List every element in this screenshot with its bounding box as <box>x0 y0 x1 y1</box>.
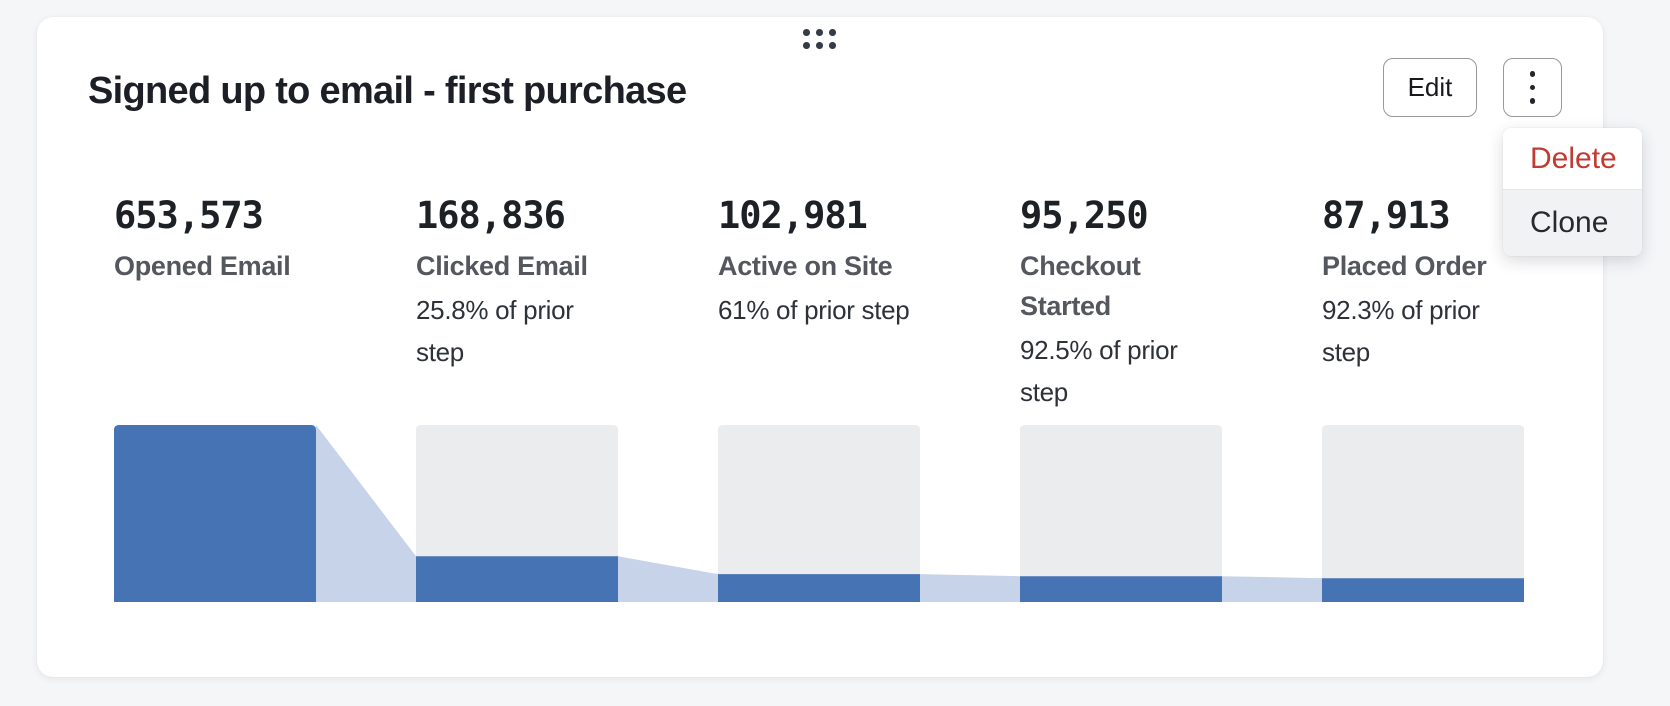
drag-dot <box>816 29 823 36</box>
step-pct-of-prior: 92.5% of prior step <box>1020 335 1178 407</box>
drag-dot <box>803 29 810 36</box>
funnel-bar <box>114 425 316 602</box>
funnel-chart <box>114 425 1524 602</box>
funnel-step-opened-email: 653,573 Opened Email <box>114 193 326 289</box>
menu-item-delete[interactable]: Delete <box>1503 128 1642 189</box>
step-pct-of-prior: 92.3% of prior step <box>1322 295 1480 367</box>
step-label: Opened Email <box>114 251 291 281</box>
drag-dot <box>829 29 836 36</box>
funnel-connector <box>920 574 1020 602</box>
menu-item-clone[interactable]: Clone <box>1503 189 1642 256</box>
edit-button[interactable]: Edit <box>1383 58 1477 117</box>
funnel-step-active-on-site: 102,981 Active on Site 61% of prior step <box>718 193 930 331</box>
more-options-button[interactable] <box>1503 58 1562 117</box>
drag-dot <box>803 42 810 49</box>
drag-dot <box>829 42 836 49</box>
funnel-bar <box>1322 578 1524 602</box>
card-title: Signed up to email - first purchase <box>88 70 687 112</box>
step-label: Checkout Started <box>1020 251 1141 321</box>
drag-handle-icon[interactable] <box>803 29 837 49</box>
funnel-bar <box>416 556 618 602</box>
funnel-bar-track <box>718 425 920 602</box>
kebab-vertical-icon <box>1529 71 1536 104</box>
funnel-connector <box>316 425 416 602</box>
drag-dot <box>816 42 823 49</box>
funnel-connector <box>618 556 718 602</box>
step-value: 102,981 <box>718 194 868 237</box>
funnel-bar-track <box>1020 425 1222 602</box>
funnel-connector <box>1222 576 1322 602</box>
step-value: 87,913 <box>1322 194 1451 237</box>
funnel-report-card: Signed up to email - first purchase Edit… <box>37 17 1642 677</box>
step-label: Active on Site <box>718 251 893 281</box>
step-pct-of-prior: 61% of prior step <box>718 295 910 325</box>
context-menu: Delete Clone <box>1503 128 1642 256</box>
step-pct-of-prior: 25.8% of prior step <box>416 295 574 367</box>
funnel-step-checkout-started: 95,250 Checkout Started 92.5% of prior s… <box>1020 193 1232 413</box>
step-value: 653,573 <box>114 194 264 237</box>
funnel-bar <box>1020 576 1222 602</box>
step-label: Placed Order <box>1322 251 1487 281</box>
funnel-step-clicked-email: 168,836 Clicked Email 25.8% of prior ste… <box>416 193 628 373</box>
step-label: Clicked Email <box>416 251 588 281</box>
funnel-bar <box>718 574 920 602</box>
step-value: 95,250 <box>1020 194 1149 237</box>
funnel-step-placed-order: 87,913 Placed Order 92.3% of prior step <box>1322 193 1534 373</box>
step-value: 168,836 <box>416 194 566 237</box>
funnel-bar-track <box>1322 425 1524 602</box>
